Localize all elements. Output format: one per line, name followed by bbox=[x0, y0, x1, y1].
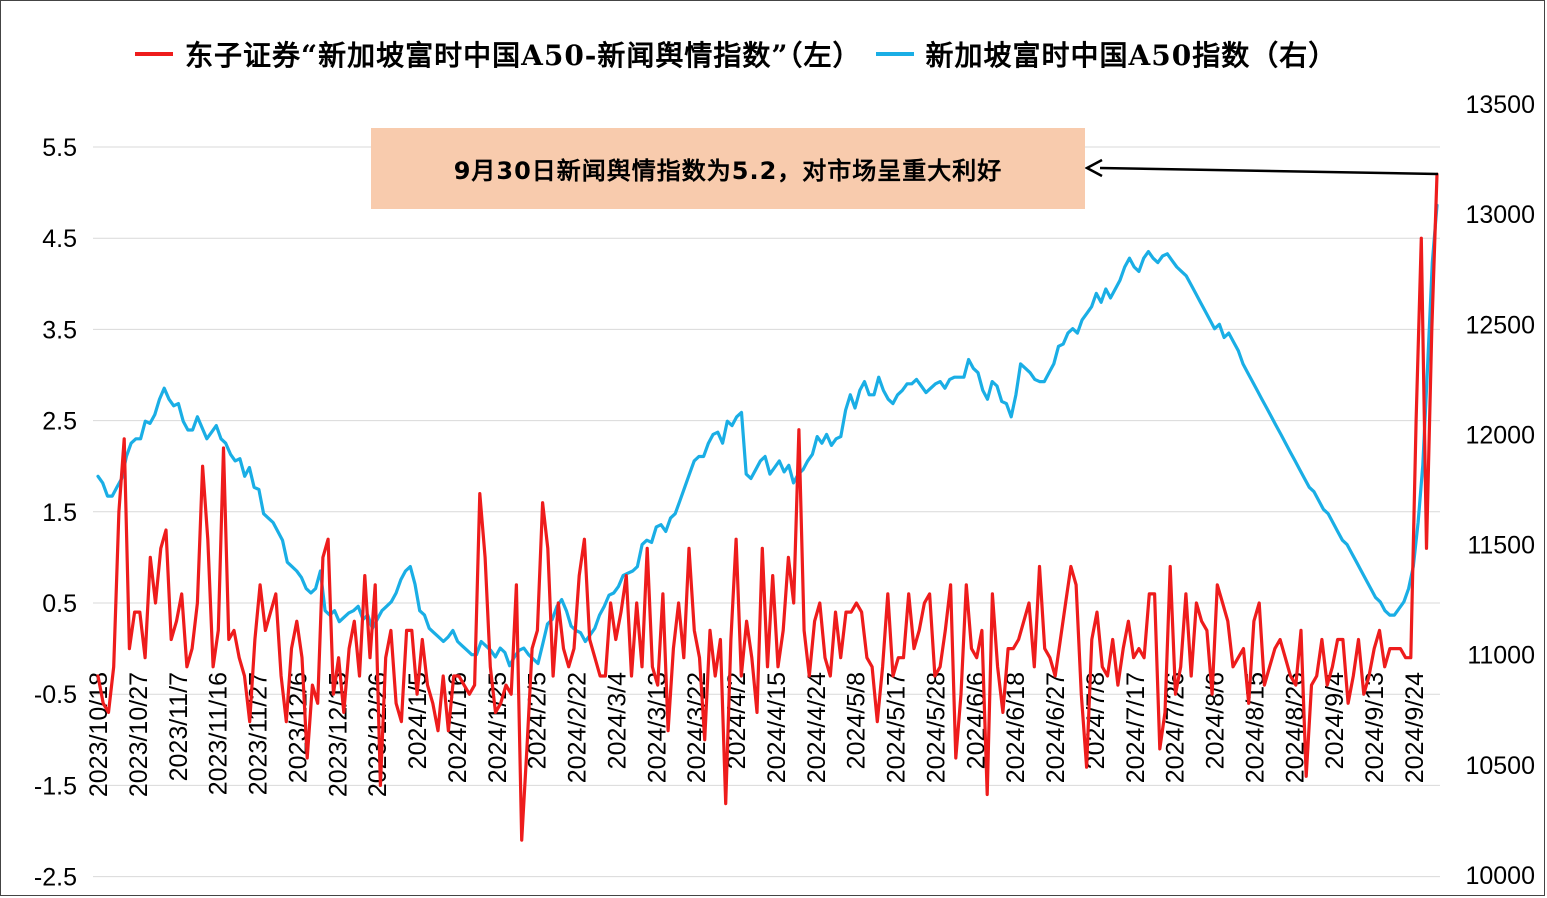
arrow-shaft bbox=[1099, 166, 1439, 176]
x-tick-label: 2024/9/24 bbox=[1401, 672, 1429, 783]
x-tick-label: 2024/7/17 bbox=[1122, 672, 1150, 783]
x-tick-label: 2024/1/25 bbox=[484, 672, 512, 783]
x-tick-label: 2024/4/24 bbox=[803, 672, 831, 783]
x-tick-label: 2024/4/15 bbox=[763, 672, 791, 783]
x-tick-label: 2024/5/17 bbox=[883, 672, 911, 783]
y-left-tick-label: 4.5 bbox=[42, 225, 77, 253]
x-tick-label: 2024/8/6 bbox=[1202, 672, 1230, 769]
x-axis: 2023/10/18 2023/10/27 2023/11/7 2023/11/16 2… bbox=[85, 672, 1429, 797]
legend-label-a50: 新加坡富时中国A50指数（右） bbox=[925, 39, 1338, 72]
y-right-tick-label: 11500 bbox=[1467, 532, 1535, 560]
x-tick-label: 2024/6/27 bbox=[1042, 672, 1070, 783]
y-left-tick-label: 1.5 bbox=[42, 499, 77, 527]
y-left-tick-label: -0.5 bbox=[34, 681, 77, 709]
y-right-tick-label: 13000 bbox=[1465, 201, 1535, 229]
annotation-box: 9月30日新闻舆情指数为5.2，对市场呈重大利好 bbox=[371, 128, 1085, 209]
x-tick-label: 2023/11/27 bbox=[245, 672, 273, 795]
y-right-tick-label: 11000 bbox=[1467, 642, 1535, 670]
legend: 东子证券“新加坡富时中国A50-新闻舆情指数”（左） 新加坡富时中国A50指数（… bbox=[135, 32, 1351, 76]
x-tick-label: 2023/10/18 bbox=[85, 672, 113, 797]
y-left-tick-label: 3.5 bbox=[42, 316, 77, 344]
y-left-tick-label: -2.5 bbox=[34, 864, 77, 892]
x-tick-label: 2023/11/16 bbox=[205, 672, 233, 795]
x-tick-label: 2024/9/4 bbox=[1321, 672, 1349, 769]
legend-swatch-sentiment bbox=[135, 52, 173, 56]
y-axis-left: 5.5 4.5 3.5 2.5 1.5 0.5 -0.5 -1.5 -2.5 bbox=[34, 134, 77, 892]
x-tick-label: 2024/5/8 bbox=[843, 672, 871, 769]
x-tick-label: 2023/12/15 bbox=[324, 672, 352, 797]
sentiment-index-line bbox=[96, 172, 1439, 842]
y-left-tick-label: 2.5 bbox=[42, 408, 77, 436]
y-left-tick-label: 5.5 bbox=[42, 134, 77, 162]
legend-swatch-a50 bbox=[875, 52, 914, 56]
legend-item-a50: 新加坡富时中国A50指数（右） bbox=[875, 34, 1338, 74]
y-right-tick-label: 12500 bbox=[1465, 311, 1535, 339]
x-tick-label: 2024/6/18 bbox=[1002, 672, 1030, 783]
legend-label-sentiment: 东子证券“新加坡富时中国A50-新闻舆情指数”（左） bbox=[185, 39, 862, 72]
y-left-tick-label: 0.5 bbox=[42, 590, 77, 618]
a50-index-line bbox=[96, 203, 1439, 668]
x-tick-label: 2023/11/7 bbox=[165, 672, 193, 781]
x-tick-label: 2023/10/27 bbox=[125, 672, 153, 797]
x-tick-label: 2024/2/22 bbox=[564, 672, 592, 783]
y-axis-right: 13500 13000 12500 12000 11500 11000 10500 10000 bbox=[1465, 91, 1535, 890]
arrow-head bbox=[1084, 158, 1103, 178]
y-right-tick-label: 10000 bbox=[1465, 862, 1535, 890]
annotation-text: 9月30日新闻舆情指数为5.2，对市场呈重大利好 bbox=[453, 157, 1003, 185]
y-left-tick-label: -1.5 bbox=[34, 772, 77, 800]
y-right-tick-label: 13500 bbox=[1465, 91, 1535, 119]
legend-item-sentiment: 东子证券“新加坡富时中国A50-新闻舆情指数”（左） bbox=[135, 34, 862, 74]
y-right-tick-label: 10500 bbox=[1465, 752, 1535, 780]
series-lines bbox=[96, 172, 1439, 842]
x-tick-label: 2024/5/28 bbox=[922, 672, 950, 783]
y-right-tick-label: 12000 bbox=[1465, 421, 1535, 449]
x-tick-label: 2024/8/15 bbox=[1241, 672, 1269, 783]
x-tick-label: 2024/3/4 bbox=[603, 672, 631, 769]
annotation-arrow bbox=[1084, 158, 1439, 178]
